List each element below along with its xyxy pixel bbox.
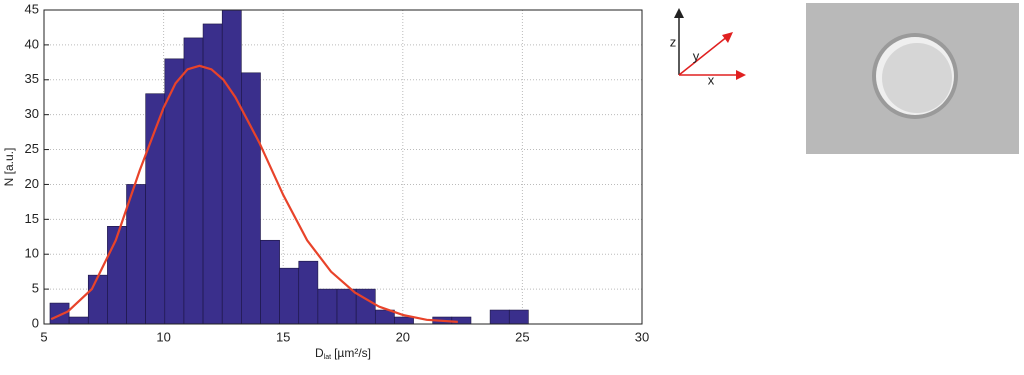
plot-frame (43, 9, 643, 325)
y-tick-label: 10 (25, 246, 39, 261)
y-tick-label: 35 (25, 71, 39, 86)
histogram-bar (394, 316, 414, 325)
histogram-bar (241, 72, 261, 325)
x-tick-label: 20 (396, 329, 410, 344)
x-tick-label: 5 (40, 329, 47, 344)
histogram-bar (508, 309, 529, 325)
histogram-bar (451, 316, 472, 325)
y-tick-label: 25 (25, 141, 39, 156)
y-tick-label: 40 (25, 36, 39, 51)
z-label: z (670, 34, 677, 49)
histogram-bar (298, 260, 319, 325)
histogram-bar (183, 37, 204, 325)
x-axis-label: Dlat [µm²/s] (315, 346, 371, 361)
y-tick-label: 5 (32, 281, 39, 296)
y-tick-label: 20 (25, 176, 39, 191)
histogram-bar (68, 316, 89, 325)
x-arrow-head (736, 70, 746, 80)
histogram-bar (87, 274, 108, 325)
histogram-bar (107, 226, 127, 325)
x-label-sub: lat (324, 354, 331, 361)
histogram-bar (489, 309, 510, 325)
x-label-unit: [µm²/s] (334, 346, 371, 360)
y-tick-label: 0 (32, 315, 39, 330)
x-label: x (708, 72, 715, 87)
x-tick-label: 25 (515, 329, 529, 344)
y-arrow-head (722, 32, 733, 43)
x-label-main: D (315, 346, 324, 360)
y-axis-label: N [a.u.] (2, 148, 16, 187)
fit-curve (50, 64, 458, 324)
axes-diagram: z y x (670, 8, 746, 87)
histogram-bar (221, 9, 242, 325)
y-tick-label: 45 (25, 1, 39, 16)
histogram-bar (126, 184, 146, 325)
microscope-image (806, 3, 1019, 154)
histogram-bar (317, 288, 338, 325)
z-arrow-head (674, 8, 684, 18)
y-arrow (678, 35, 729, 76)
histogram-bar (336, 288, 357, 325)
y-label: y (693, 48, 700, 63)
x-tick-label: 10 (156, 329, 170, 344)
histogram-bar (260, 239, 280, 325)
x-tick-label: 30 (635, 329, 649, 344)
histogram-bar (279, 267, 300, 325)
well-center (882, 43, 952, 113)
y-tick-label: 15 (25, 211, 39, 226)
histogram-bar (49, 302, 70, 325)
x-tick-label: 15 (276, 329, 290, 344)
y-tick-label: 30 (25, 106, 39, 121)
